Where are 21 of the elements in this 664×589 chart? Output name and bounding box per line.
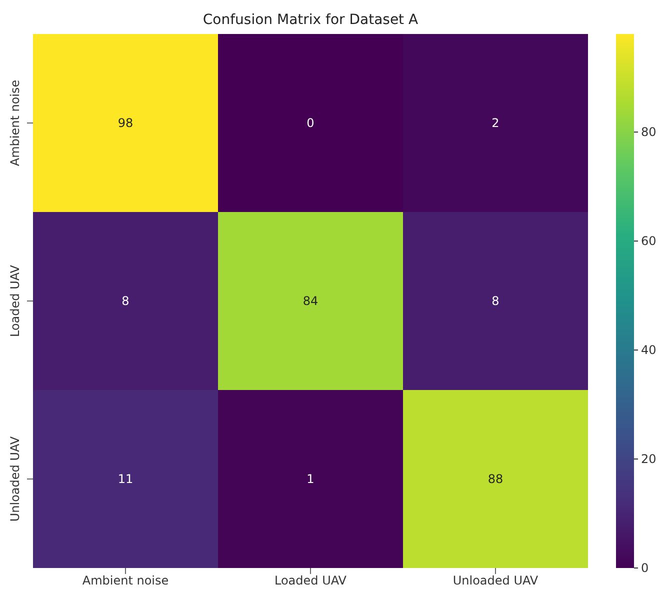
color-bar-label: 80: [641, 125, 656, 140]
data-label: 8: [492, 294, 500, 308]
x-tick-label: Ambient noise: [82, 574, 169, 588]
color-bar-label: 40: [641, 343, 656, 358]
y-tick-label: Unloaded UAV: [8, 436, 22, 522]
color-bar-label: 60: [641, 234, 656, 248]
data-label: 84: [302, 294, 318, 308]
color-bar-label: 0: [641, 561, 649, 575]
data-label: 1: [306, 472, 314, 486]
data-label: 88: [488, 472, 504, 486]
x-tick-label: Loaded UAV: [274, 574, 348, 588]
y-tick-label: Loaded UAV: [8, 264, 22, 338]
chart-title: Confusion Matrix for Dataset A: [202, 12, 420, 28]
data-label: 98: [118, 116, 134, 130]
data-label: 0: [306, 116, 314, 130]
color-bar-label: 20: [641, 452, 656, 466]
data-label: 8: [122, 294, 130, 308]
y-tick-label: Ambient noise: [8, 80, 22, 166]
data-label: 11: [118, 472, 134, 486]
x-tick-label: Unloaded UAV: [452, 574, 539, 588]
data-label: 2: [492, 116, 500, 130]
